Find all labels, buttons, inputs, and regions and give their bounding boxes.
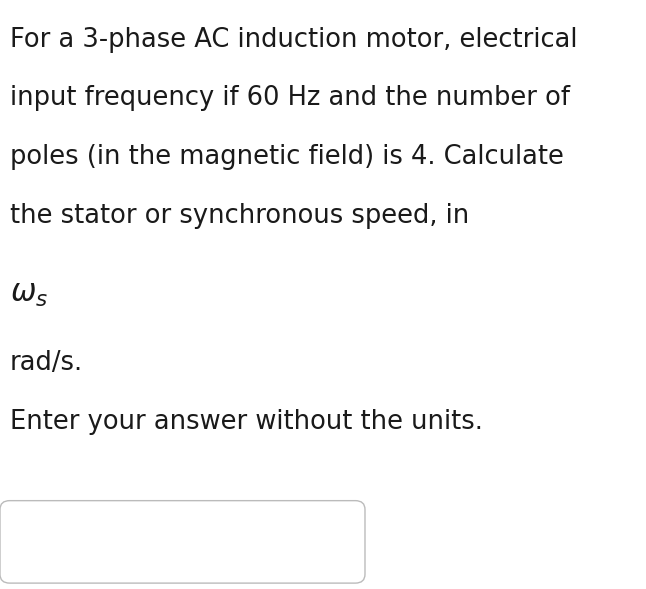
FancyBboxPatch shape [0, 501, 365, 583]
Text: Enter your answer without the units.: Enter your answer without the units. [10, 409, 483, 435]
Text: rad/s.: rad/s. [10, 350, 83, 376]
Text: For a 3-phase AC induction motor, electrical: For a 3-phase AC induction motor, electr… [10, 27, 577, 52]
Text: poles (in the magnetic field) is 4. Calculate: poles (in the magnetic field) is 4. Calc… [10, 144, 563, 170]
Text: the stator or synchronous speed, in: the stator or synchronous speed, in [10, 203, 469, 229]
Text: input frequency if 60 Hz and the number of: input frequency if 60 Hz and the number … [10, 85, 570, 111]
Text: $\omega_s$: $\omega_s$ [10, 280, 48, 309]
